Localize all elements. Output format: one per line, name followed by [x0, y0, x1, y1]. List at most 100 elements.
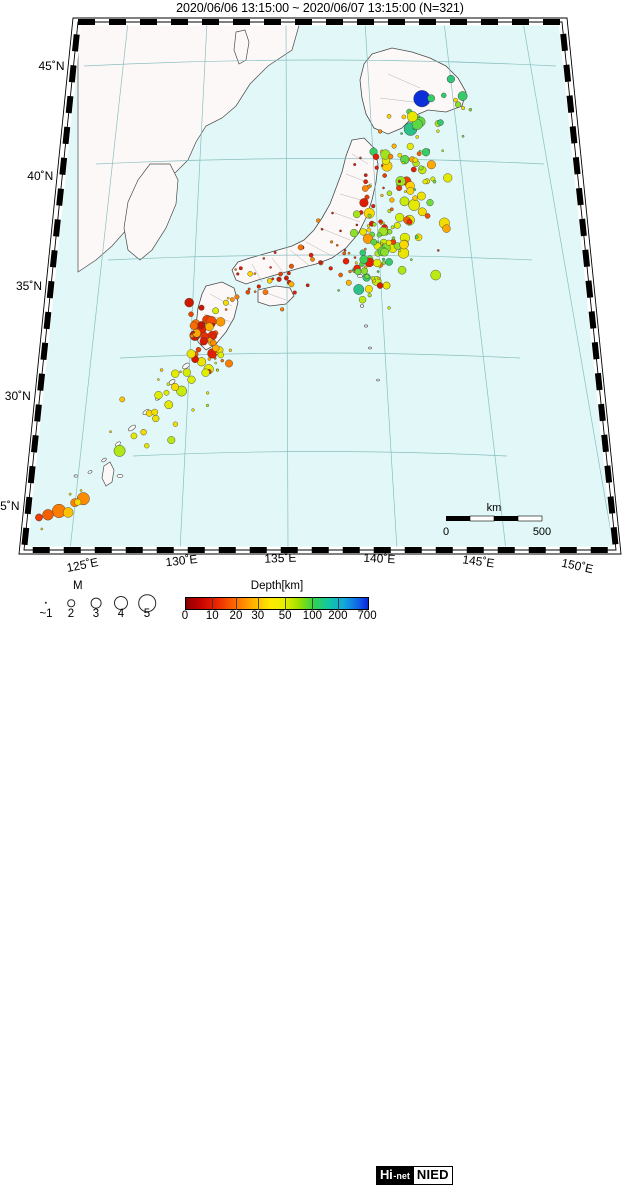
epicenter-marker[interactable] [415, 135, 419, 139]
epicenter-marker[interactable] [343, 249, 347, 252]
epicenter-marker[interactable] [360, 267, 368, 275]
epicenter-marker[interactable] [35, 513, 43, 522]
epicenter-marker[interactable] [331, 211, 334, 215]
epicenter-marker[interactable] [40, 527, 44, 531]
epicenter-marker[interactable] [380, 164, 384, 167]
epicenter-marker[interactable] [216, 369, 219, 372]
epicenter-marker[interactable] [209, 333, 216, 340]
epicenter-marker[interactable] [461, 135, 465, 138]
epicenter-marker[interactable] [154, 391, 163, 400]
epicenter-marker[interactable] [376, 232, 382, 238]
epicenter-marker[interactable] [370, 238, 378, 246]
epicenter-marker[interactable] [389, 207, 394, 212]
epicenter-marker[interactable] [372, 222, 377, 227]
epicenter-marker[interactable] [226, 296, 230, 300]
epicenter-marker[interactable] [186, 349, 196, 359]
epicenter-marker[interactable] [234, 268, 237, 271]
epicenter-marker[interactable] [418, 149, 422, 153]
epicenter-marker[interactable] [130, 432, 138, 440]
epicenter-marker[interactable] [192, 328, 201, 338]
epicenter-marker[interactable] [385, 258, 393, 266]
epicenter-marker[interactable] [406, 218, 413, 225]
epicenter-marker[interactable] [380, 242, 384, 246]
map-svg[interactable]: km 0 500 45˚N 40˚N 35˚N 30˚N 25˚N 125˚E 130˚E… [0, 14, 640, 580]
epicenter-marker[interactable] [379, 222, 383, 225]
epicenter-marker[interactable] [151, 408, 159, 416]
epicenter-marker[interactable] [413, 188, 417, 191]
epicenter-marker[interactable] [222, 299, 229, 306]
epicenter-marker[interactable] [398, 249, 402, 252]
epicenter-marker[interactable] [214, 361, 217, 365]
epicenter-marker[interactable] [390, 225, 395, 230]
epicenter-marker[interactable] [363, 179, 368, 185]
epicenter-marker[interactable] [269, 266, 272, 269]
epicenter-marker[interactable] [371, 204, 376, 209]
epicenter-marker[interactable] [276, 276, 282, 282]
epicenter-marker[interactable] [164, 400, 174, 410]
epicenter-marker[interactable] [380, 193, 384, 198]
epicenter-marker[interactable] [401, 161, 405, 165]
epicenter-marker[interactable] [256, 284, 261, 289]
epicenter-marker[interactable] [367, 293, 372, 298]
epicenter-marker[interactable] [436, 249, 440, 252]
epicenter-marker[interactable] [436, 129, 440, 133]
epicenter-marker[interactable] [382, 281, 391, 290]
epicenter-layer[interactable] [35, 74, 473, 531]
epicenter-marker[interactable] [247, 271, 253, 277]
epicenter-marker[interactable] [363, 207, 375, 219]
epicenter-marker[interactable] [403, 190, 407, 193]
epicenter-marker[interactable] [359, 255, 369, 264]
epicenter-marker[interactable] [457, 91, 468, 101]
epicenter-marker[interactable] [397, 152, 403, 158]
epicenter-marker[interactable] [358, 296, 367, 304]
epicenter-marker[interactable] [189, 321, 198, 330]
epicenter-marker[interactable] [342, 257, 350, 265]
epicenter-marker[interactable] [391, 143, 397, 149]
epicenter-marker[interactable] [391, 236, 396, 240]
epicenter-marker[interactable] [157, 378, 160, 381]
epicenter-marker[interactable] [224, 308, 228, 311]
epicenter-marker[interactable] [347, 251, 351, 255]
epicenter-marker[interactable] [167, 436, 176, 445]
epicenter-marker[interactable] [359, 228, 367, 236]
epicenter-marker[interactable] [238, 266, 243, 271]
epicenter-marker[interactable] [422, 179, 428, 185]
epicenter-marker[interactable] [192, 330, 196, 334]
epicenter-marker[interactable] [417, 207, 427, 217]
epicenter-marker[interactable] [362, 233, 374, 244]
epicenter-marker[interactable] [352, 210, 361, 219]
epicenter-marker[interactable] [335, 243, 339, 247]
epicenter-marker[interactable] [310, 257, 315, 262]
epicenter-marker[interactable] [339, 229, 342, 233]
epicenter-marker[interactable] [349, 228, 359, 238]
epicenter-marker[interactable] [381, 261, 386, 265]
epicenter-marker[interactable] [109, 430, 112, 434]
epicenter-marker[interactable] [210, 339, 217, 346]
epicenter-marker[interactable] [215, 352, 219, 355]
epicenter-marker[interactable] [359, 249, 367, 256]
epicenter-marker[interactable] [337, 289, 340, 292]
epicenter-marker[interactable] [461, 106, 466, 111]
epicenter-marker[interactable] [205, 403, 210, 407]
epicenter-marker[interactable] [42, 509, 54, 521]
epicenter-marker[interactable] [364, 274, 370, 279]
epicenter-marker[interactable] [201, 368, 210, 377]
epicenter-marker[interactable] [410, 166, 417, 173]
epicenter-marker[interactable] [206, 391, 210, 395]
epicenter-marker[interactable] [236, 272, 240, 276]
epicenter-marker[interactable] [441, 92, 447, 99]
epicenter-marker[interactable] [145, 409, 153, 417]
epicenter-marker[interactable] [376, 270, 380, 273]
epicenter-marker[interactable] [354, 261, 358, 265]
epicenter-marker[interactable] [395, 212, 405, 222]
epicenter-marker[interactable] [468, 107, 473, 112]
epicenter-marker[interactable] [234, 294, 240, 300]
epicenter-marker[interactable] [372, 153, 380, 160]
epicenter-marker[interactable] [354, 268, 362, 276]
epicenter-marker[interactable] [376, 240, 380, 244]
epicenter-marker[interactable] [399, 240, 409, 250]
epicenter-marker[interactable] [152, 414, 160, 423]
epicenter-marker[interactable] [417, 191, 426, 201]
epicenter-marker[interactable] [171, 383, 179, 391]
epicenter-marker[interactable] [386, 114, 392, 119]
